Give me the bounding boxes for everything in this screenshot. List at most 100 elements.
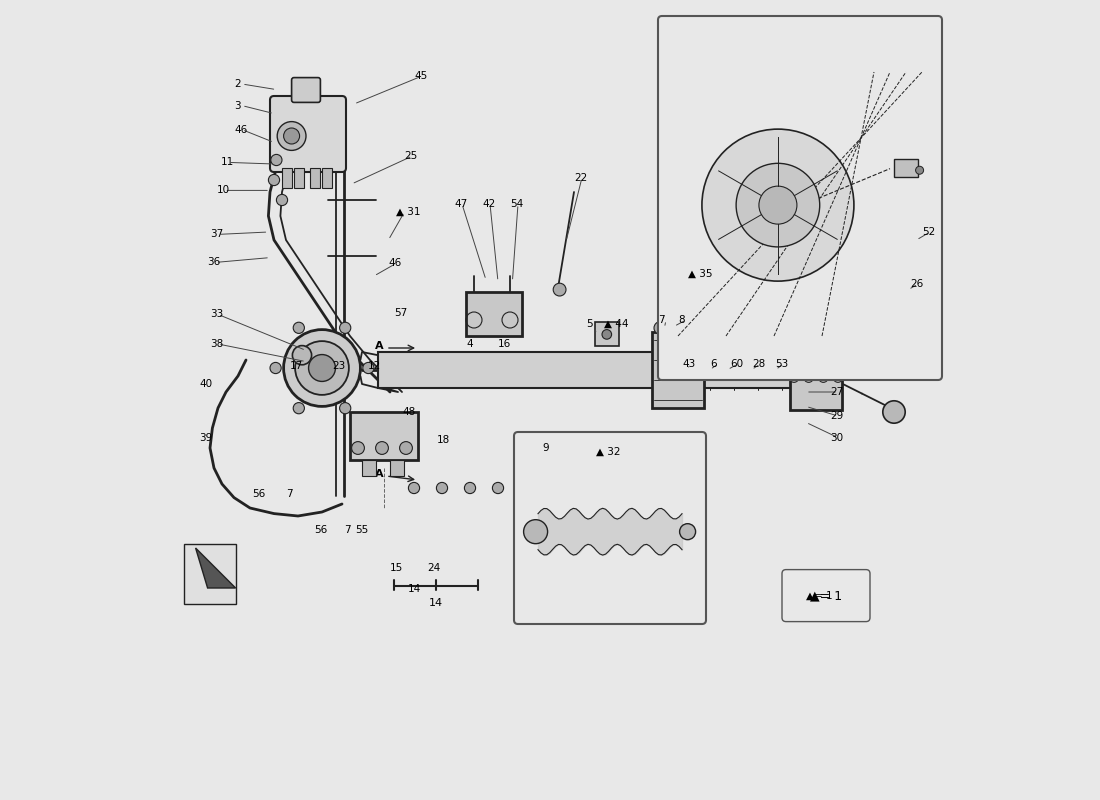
Text: 4: 4 (466, 339, 473, 349)
Text: A: A (375, 470, 384, 479)
Text: 47: 47 (454, 199, 467, 209)
Circle shape (309, 354, 336, 382)
Text: 36: 36 (208, 258, 221, 267)
Text: 14: 14 (408, 584, 421, 594)
Text: ▲ 32: ▲ 32 (596, 447, 620, 457)
Circle shape (399, 442, 412, 454)
Bar (350, 412, 418, 460)
Text: 9: 9 (542, 443, 549, 453)
Text: 42: 42 (482, 199, 495, 209)
Circle shape (553, 283, 566, 296)
Circle shape (340, 402, 351, 414)
Bar (294, 168, 304, 188)
Circle shape (340, 322, 351, 334)
Bar (438, 354, 502, 386)
Circle shape (276, 194, 287, 206)
Text: ▲ 31: ▲ 31 (396, 207, 421, 217)
Text: 11: 11 (220, 158, 233, 167)
Circle shape (270, 362, 282, 374)
Text: 3: 3 (234, 101, 241, 110)
Text: 7: 7 (658, 315, 664, 325)
Circle shape (493, 482, 504, 494)
Bar (790, 346, 842, 410)
Polygon shape (196, 548, 235, 588)
Text: 28: 28 (752, 359, 766, 369)
Text: A: A (375, 342, 384, 351)
FancyBboxPatch shape (270, 96, 346, 172)
FancyBboxPatch shape (514, 432, 706, 624)
Circle shape (704, 364, 716, 375)
Circle shape (271, 154, 282, 166)
Circle shape (759, 186, 796, 224)
Bar (894, 159, 918, 177)
Text: 54: 54 (510, 199, 524, 209)
Text: 17: 17 (290, 362, 304, 371)
Text: 38: 38 (210, 339, 223, 349)
Text: 5: 5 (586, 319, 593, 329)
Text: 46: 46 (388, 258, 401, 268)
Circle shape (277, 122, 306, 150)
Text: ▲= 1: ▲= 1 (806, 591, 833, 601)
Bar (378, 351, 798, 387)
Text: 25: 25 (405, 151, 418, 161)
Circle shape (654, 322, 667, 334)
Bar (652, 331, 704, 407)
Text: 10: 10 (217, 186, 230, 195)
Text: 8: 8 (678, 315, 684, 325)
Text: 43: 43 (682, 359, 695, 369)
Bar (362, 460, 376, 476)
Text: 33: 33 (210, 310, 223, 319)
Text: 29: 29 (830, 411, 844, 421)
FancyBboxPatch shape (782, 570, 870, 622)
Circle shape (284, 330, 361, 406)
Text: ▲= 1: ▲= 1 (810, 589, 843, 602)
Circle shape (818, 373, 828, 382)
Text: 52: 52 (922, 227, 935, 237)
Circle shape (777, 364, 788, 375)
Text: 15: 15 (390, 563, 404, 573)
Text: 57: 57 (394, 308, 407, 318)
Text: 60: 60 (730, 359, 744, 369)
Text: 7: 7 (344, 525, 351, 534)
Circle shape (295, 341, 349, 395)
Text: 37: 37 (210, 230, 223, 239)
Circle shape (752, 364, 763, 375)
FancyBboxPatch shape (658, 16, 942, 380)
Text: 14: 14 (429, 598, 442, 608)
Circle shape (833, 373, 843, 382)
Bar (595, 322, 619, 346)
Circle shape (437, 482, 448, 494)
Text: 45: 45 (414, 71, 427, 81)
Text: 22: 22 (574, 173, 587, 182)
FancyBboxPatch shape (292, 78, 320, 102)
Text: 55: 55 (355, 525, 368, 534)
Text: 46: 46 (234, 125, 248, 134)
Bar (184, 544, 235, 604)
Circle shape (294, 322, 305, 334)
Text: 27: 27 (830, 387, 844, 397)
Circle shape (702, 129, 854, 281)
Text: 2: 2 (234, 79, 241, 89)
Bar (282, 168, 292, 188)
Text: ▲ 35: ▲ 35 (689, 269, 713, 278)
Circle shape (352, 442, 364, 454)
Circle shape (293, 346, 311, 365)
Bar (322, 168, 331, 188)
Circle shape (408, 482, 419, 494)
Text: 12: 12 (367, 362, 381, 371)
Text: 30: 30 (830, 433, 843, 442)
Text: 26: 26 (910, 279, 923, 289)
Text: 39: 39 (199, 433, 213, 442)
Circle shape (915, 166, 924, 174)
Bar (710, 354, 774, 386)
Circle shape (602, 330, 612, 339)
Circle shape (524, 520, 548, 544)
Text: 24: 24 (427, 563, 440, 573)
Circle shape (728, 364, 739, 375)
Bar (466, 292, 522, 336)
Text: ▲ 44: ▲ 44 (604, 319, 629, 329)
Circle shape (363, 362, 374, 374)
Circle shape (680, 524, 695, 540)
Text: 56: 56 (252, 490, 266, 499)
Circle shape (268, 174, 279, 186)
